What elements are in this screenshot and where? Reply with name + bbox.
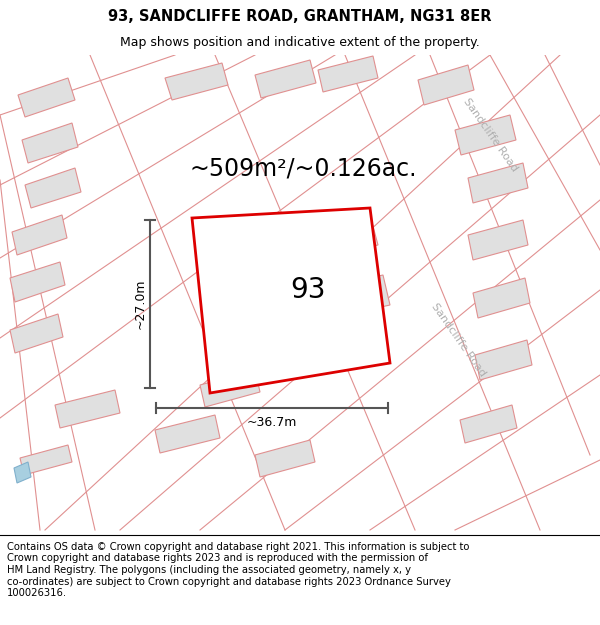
Polygon shape	[300, 215, 378, 260]
Polygon shape	[22, 123, 78, 163]
Polygon shape	[460, 405, 517, 443]
Text: Sandcliffe Road: Sandcliffe Road	[429, 301, 487, 379]
Polygon shape	[473, 278, 530, 318]
Polygon shape	[18, 78, 75, 117]
Polygon shape	[255, 60, 316, 98]
Text: Contains OS data © Crown copyright and database right 2021. This information is : Contains OS data © Crown copyright and d…	[7, 542, 470, 598]
Polygon shape	[10, 262, 65, 302]
Polygon shape	[20, 445, 72, 475]
Text: Sandcliffe Road: Sandcliffe Road	[461, 96, 519, 174]
Polygon shape	[14, 462, 31, 483]
Text: 93: 93	[291, 276, 326, 304]
Polygon shape	[165, 63, 228, 100]
Text: Map shows position and indicative extent of the property.: Map shows position and indicative extent…	[120, 36, 480, 49]
Polygon shape	[468, 220, 528, 260]
Polygon shape	[255, 440, 315, 477]
Text: ~27.0m: ~27.0m	[133, 279, 146, 329]
Polygon shape	[12, 215, 67, 255]
Text: 93, SANDCLIFFE ROAD, GRANTHAM, NG31 8ER: 93, SANDCLIFFE ROAD, GRANTHAM, NG31 8ER	[108, 9, 492, 24]
Polygon shape	[10, 314, 63, 353]
Polygon shape	[455, 115, 516, 155]
Polygon shape	[192, 208, 390, 393]
Polygon shape	[475, 340, 532, 380]
Polygon shape	[25, 168, 81, 208]
Text: ~36.7m: ~36.7m	[247, 416, 297, 429]
Polygon shape	[315, 275, 390, 320]
Polygon shape	[468, 163, 528, 203]
Text: ~509m²/~0.126ac.: ~509m²/~0.126ac.	[190, 156, 418, 180]
Polygon shape	[318, 56, 378, 92]
Polygon shape	[155, 415, 220, 453]
Polygon shape	[55, 390, 120, 428]
Polygon shape	[200, 370, 260, 407]
Polygon shape	[418, 65, 474, 105]
